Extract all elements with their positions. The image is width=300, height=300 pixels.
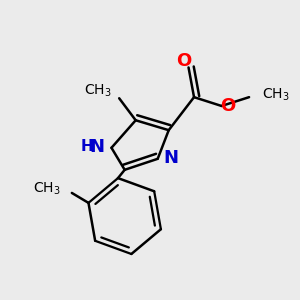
Text: CH$_3$: CH$_3$: [262, 87, 290, 103]
Text: N: N: [164, 149, 178, 167]
Text: O: O: [220, 97, 236, 115]
Text: O: O: [176, 52, 192, 70]
Text: CH$_3$: CH$_3$: [33, 180, 61, 197]
Text: CH$_3$: CH$_3$: [84, 82, 112, 99]
Text: N: N: [90, 138, 105, 156]
Text: H: H: [81, 139, 94, 154]
